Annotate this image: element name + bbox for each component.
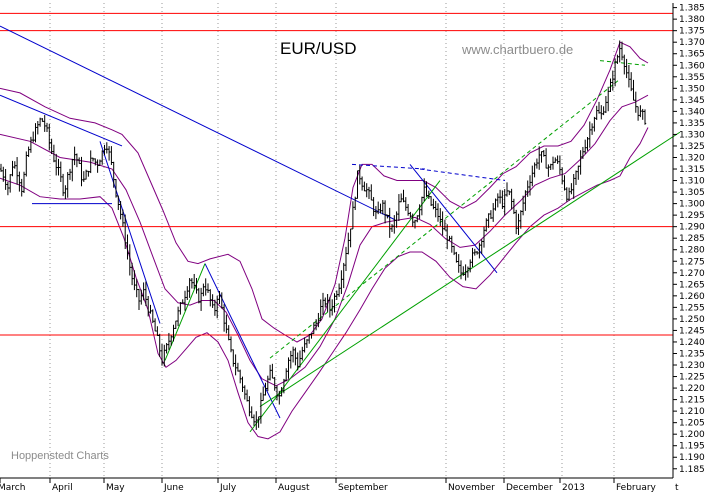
y-tick-label: 1.230 <box>679 361 705 371</box>
watermark-url: www.chartbuero.de <box>462 42 574 57</box>
y-tick-label: 1.310 <box>679 177 705 187</box>
trendline-7 <box>419 168 506 182</box>
y-tick-label: 1.270 <box>679 269 705 279</box>
y-tick-label: 1.260 <box>679 292 705 302</box>
y-tick-label: 1.365 <box>679 50 705 60</box>
trendline-0 <box>0 25 396 221</box>
y-tick-label: 1.245 <box>679 326 705 336</box>
trendline-3 <box>99 141 161 324</box>
y-tick-label: 1.340 <box>679 107 705 117</box>
y-tick-label: 1.275 <box>679 257 705 267</box>
y-tick-label: 1.355 <box>679 73 705 83</box>
x-tick-label: June <box>163 483 184 492</box>
y-tick-label: 1.220 <box>679 384 705 394</box>
y-tick-label: 1.350 <box>679 84 705 94</box>
y-tick-label: 1.285 <box>679 234 705 244</box>
trendline-8 <box>164 263 206 361</box>
y-tick-label: 1.290 <box>679 223 705 233</box>
y-tick-label: 1.200 <box>679 430 705 440</box>
x-tick-label: September <box>338 483 388 492</box>
price-bars <box>0 40 647 430</box>
y-tick-label: 1.185 <box>679 465 705 475</box>
upper-band-line <box>0 41 649 343</box>
y-tick-label: 1.205 <box>679 419 705 429</box>
y-tick-label: 1.320 <box>679 153 705 163</box>
y-tick-label: 1.370 <box>679 38 705 48</box>
x-tick-label-extra: t <box>675 483 679 492</box>
y-tick-label: 1.225 <box>679 373 705 383</box>
lower-band-line <box>0 127 649 440</box>
y-tick-label: 1.235 <box>679 349 705 359</box>
chart-credit: Hoppenstedt Charts <box>11 450 109 462</box>
y-tick-label: 1.240 <box>679 338 705 348</box>
trendline-12 <box>599 60 646 66</box>
y-tick-label: 1.280 <box>679 246 705 256</box>
y-tick-label: 1.315 <box>679 165 705 175</box>
middle-band-line <box>0 94 649 387</box>
trendline-6 <box>409 164 498 274</box>
x-tick-label: July <box>219 483 237 492</box>
x-tick-label: April <box>52 483 73 492</box>
y-tick-label: 1.375 <box>679 27 705 37</box>
x-tick-label: 2013 <box>562 483 585 492</box>
y-tick-label: 1.210 <box>679 407 705 417</box>
x-tick-label: December <box>506 483 553 492</box>
y-tick-label: 1.330 <box>679 130 705 140</box>
y-tick-label: 1.215 <box>679 396 705 406</box>
y-tick-label: 1.360 <box>679 61 705 71</box>
y-tick-label: 1.190 <box>679 453 705 463</box>
y-tick-label: 1.385 <box>679 4 705 14</box>
y-tick-label: 1.300 <box>679 200 705 210</box>
y-tick-label: 1.255 <box>679 303 705 313</box>
trendline-1 <box>0 94 123 147</box>
y-tick-label: 1.195 <box>679 442 705 452</box>
trendlines <box>0 25 681 433</box>
y-tick-label: 1.295 <box>679 211 705 221</box>
chart-grid <box>49 3 615 478</box>
y-tick-label: 1.250 <box>679 315 705 325</box>
x-tick-label: March <box>0 483 25 492</box>
trendline-5 <box>351 163 426 170</box>
x-tick-label: November <box>448 483 495 492</box>
bollinger-bands <box>0 41 649 440</box>
y-tick-label: 1.265 <box>679 280 705 290</box>
y-tick-label: 1.335 <box>679 119 705 129</box>
y-tick-label: 1.305 <box>679 188 705 198</box>
trendline-11 <box>269 78 621 359</box>
x-tick-label: February <box>616 483 657 492</box>
trendline-4 <box>204 263 281 419</box>
y-tick-label: 1.325 <box>679 142 705 152</box>
x-tick-label: August <box>278 483 310 492</box>
y-tick-label: 1.380 <box>679 15 705 25</box>
x-tick-label: May <box>106 483 125 492</box>
chart-title: EUR/USD <box>280 39 357 58</box>
y-tick-label: 1.345 <box>679 96 705 106</box>
horizontal-levels <box>0 12 673 336</box>
